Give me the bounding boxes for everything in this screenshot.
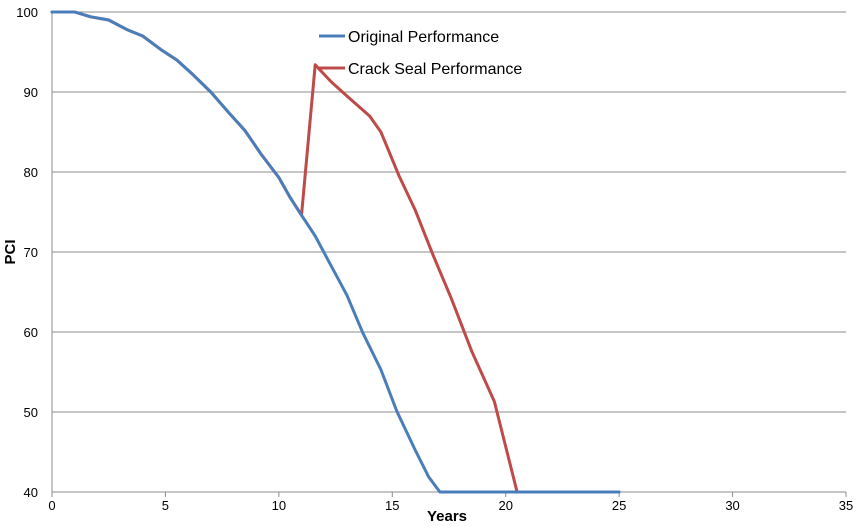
x-tick-label-20: 20	[498, 498, 512, 513]
y-tick-label-90: 90	[24, 85, 38, 100]
series-lines	[50, 10, 621, 494]
x-tick-label-15: 15	[385, 498, 399, 513]
x-tick-label-0: 0	[48, 498, 55, 513]
axes	[51, 12, 847, 497]
y-tick-label-50: 50	[24, 405, 38, 420]
x-tick-label-25: 25	[612, 498, 626, 513]
x-tick-label-30: 30	[725, 498, 739, 513]
x-tick-label-10: 10	[272, 498, 286, 513]
y-tick-label-60: 60	[24, 325, 38, 340]
y-tick-label-80: 80	[24, 165, 38, 180]
y-tick-label-40: 40	[24, 485, 38, 500]
series-line-0	[50, 10, 621, 494]
y-tick-label-100: 100	[16, 5, 38, 20]
legend-label-0: Original Performance	[348, 29, 499, 46]
x-tick-labels: 0 5 10 15 20 25 30 35	[48, 498, 853, 513]
y-tick-label-70: 70	[24, 245, 38, 260]
y-tick-labels: 40 50 60 70 80 90 100	[16, 5, 38, 500]
legend-label-1: Crack Seal Performance	[348, 61, 522, 78]
x-tick-label-35: 35	[839, 498, 853, 513]
x-tick-label-5: 5	[162, 498, 169, 513]
gridlines	[52, 11, 846, 413]
y-axis-label: PCI	[2, 239, 19, 264]
x-axis-label: Years	[427, 508, 467, 525]
legend: Original Performance Crack Seal Performan…	[319, 29, 522, 78]
